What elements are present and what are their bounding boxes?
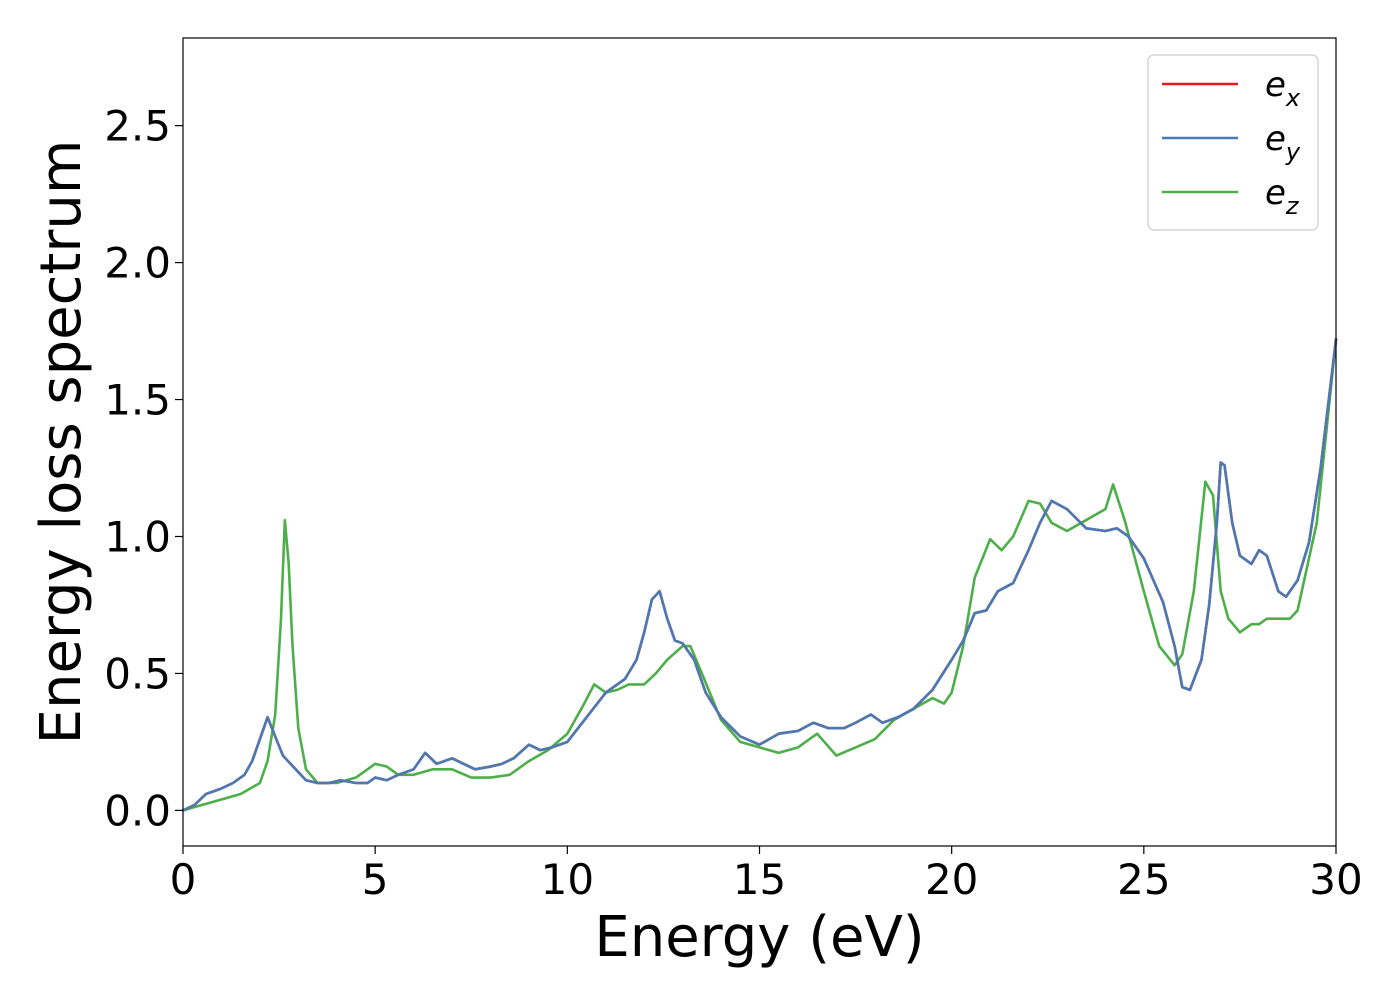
x-axis-ticks: 0 5 10 15 20 25 30 — [170, 846, 1363, 904]
x-tick-label: 0 — [170, 855, 197, 904]
y-tick-label: 0.0 — [104, 786, 171, 835]
legend: ex ey ez — [1147, 54, 1319, 231]
x-tick-label: 5 — [362, 855, 389, 904]
legend-label-e-z: ez — [1265, 173, 1300, 220]
series-line-e-z — [181, 337, 1338, 812]
y-tick-label: 1.5 — [104, 376, 171, 425]
y-tick-label: 2.0 — [104, 239, 171, 288]
x-tick-label: 30 — [1309, 855, 1362, 904]
x-tick-label: 15 — [733, 855, 786, 904]
y-axis-ticks: 0.0 0.5 1.0 1.5 2.0 2.5 — [104, 102, 183, 835]
y-tick-label: 1.0 — [104, 512, 171, 561]
x-tick-label: 25 — [1117, 855, 1170, 904]
series-line-e-y — [181, 337, 1338, 812]
y-tick-label: 2.5 — [104, 102, 171, 151]
series-line-e-x — [181, 337, 1338, 812]
series-layer — [181, 337, 1338, 812]
x-tick-label: 20 — [925, 855, 978, 904]
legend-label-e-x: ex — [1265, 65, 1301, 112]
y-tick-label: 0.5 — [104, 649, 171, 698]
y-axis-label: Energy loss spectrum — [29, 140, 94, 745]
x-axis-label: Energy (eV) — [594, 905, 924, 970]
legend-items: ex ey ez — [1162, 65, 1301, 220]
legend-label-e-y: ey — [1265, 119, 1301, 166]
x-tick-label: 10 — [541, 855, 594, 904]
legend-box — [1147, 54, 1319, 231]
